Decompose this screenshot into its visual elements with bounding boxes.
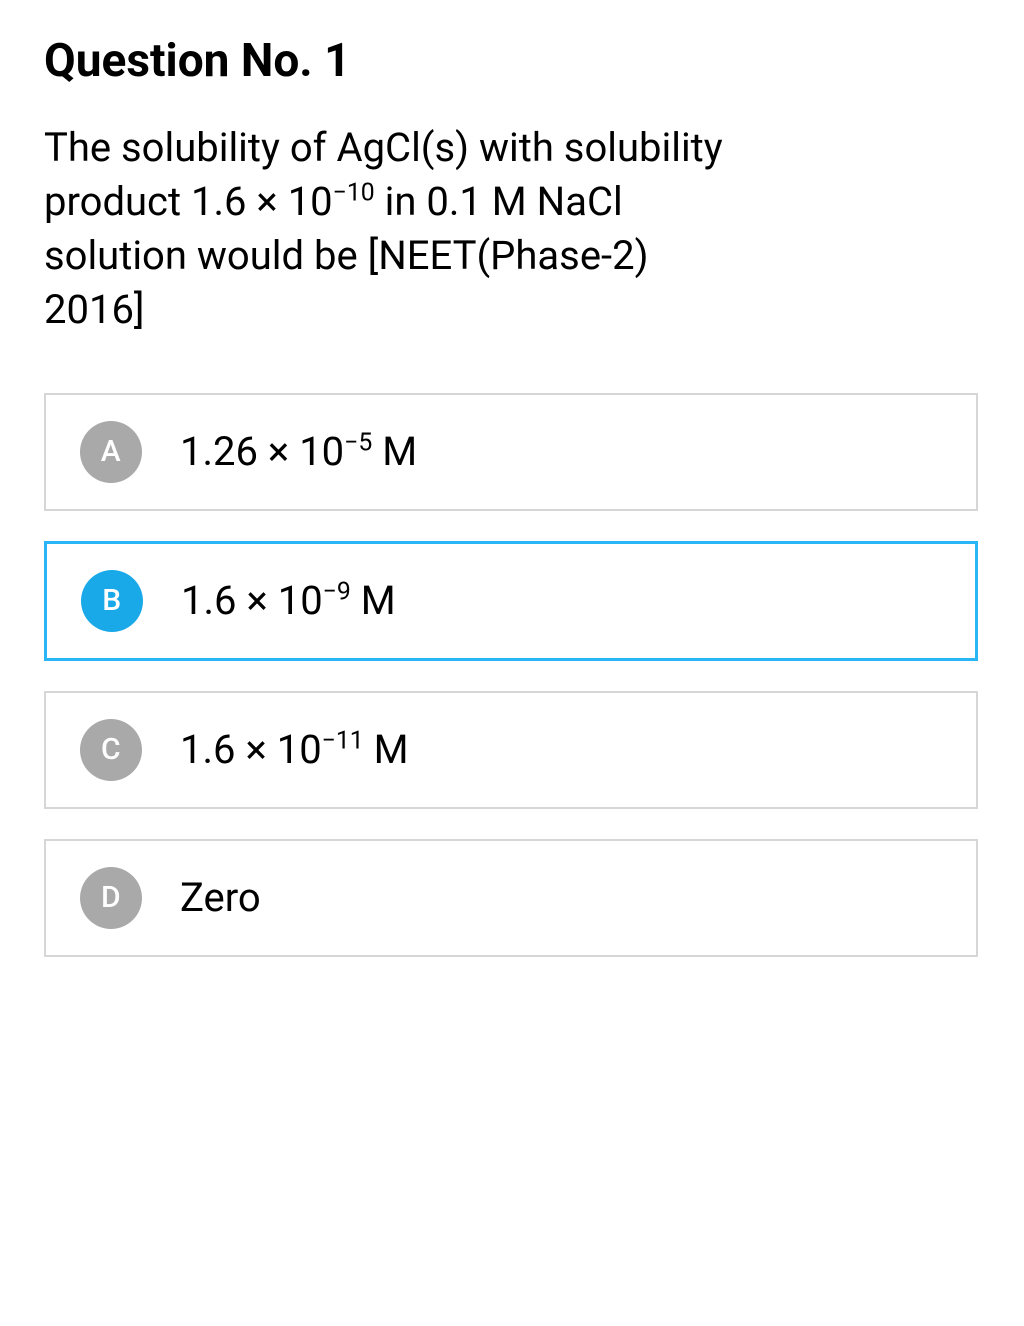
option-d-text: Zero: [180, 874, 261, 921]
option-a-unit: M: [382, 428, 417, 475]
option-c-exp: −11: [322, 727, 364, 756]
option-b-unit: M: [361, 577, 396, 624]
option-d[interactable]: D Zero: [44, 839, 978, 957]
question-line-3: solution would be [NEET(Phase-2): [44, 232, 649, 279]
question-page: Question No. 1 The solubility of AgCl(s)…: [0, 0, 1024, 997]
option-b-letter: B: [81, 570, 143, 632]
option-a-letter: A: [80, 421, 142, 483]
question-line-4: 2016]: [44, 286, 145, 333]
option-a-text: 1.26 × 10−5 M: [180, 428, 417, 475]
option-c-text: 1.6 × 10−11 M: [180, 726, 409, 773]
option-d-letter: D: [80, 867, 142, 929]
option-a-coef: 1.26: [180, 428, 258, 475]
options-list: A 1.26 × 10−5 M B 1.6 × 10−9 M C 1.6 × 1…: [44, 393, 984, 957]
option-b-exp: −9: [323, 578, 351, 607]
question-line-2-prefix: product 1.6 × 10: [44, 178, 333, 225]
option-a-exp: −5: [344, 429, 372, 458]
option-c-letter: C: [80, 719, 142, 781]
option-a[interactable]: A 1.26 × 10−5 M: [44, 393, 978, 511]
option-b[interactable]: B 1.6 × 10−9 M: [44, 541, 978, 661]
option-c-coef: 1.6: [180, 726, 236, 773]
option-c-unit: M: [374, 726, 409, 773]
question-line-2-exp: −10: [333, 178, 375, 207]
question-line-1: The solubility of AgCl(s) with solubilit…: [44, 124, 723, 171]
question-line-2-suffix: in 0.1 M NaCl: [375, 178, 623, 225]
question-title: Question No. 1: [44, 36, 984, 87]
question-body: The solubility of AgCl(s) with solubilit…: [44, 121, 984, 337]
option-b-coef: 1.6: [181, 577, 237, 624]
option-d-plain: Zero: [180, 874, 261, 921]
option-c[interactable]: C 1.6 × 10−11 M: [44, 691, 978, 809]
option-b-text: 1.6 × 10−9 M: [181, 577, 396, 624]
